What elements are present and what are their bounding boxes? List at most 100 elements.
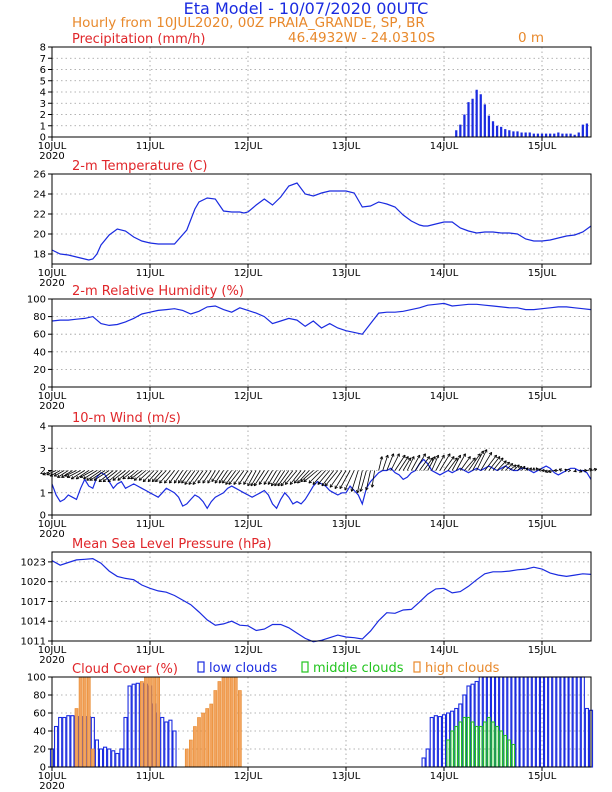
wind-vector-head — [385, 454, 389, 458]
cloud-bar-low-clouds — [131, 683, 136, 768]
figure-subtitle: Hourly from 10JUL2020, 00Z PRAIA_GRANDE,… — [72, 15, 425, 31]
wind-vector — [222, 470, 232, 484]
x-tick-sublabel: 2020 — [39, 401, 64, 412]
x-tick-label: 12JUL — [234, 519, 263, 530]
wind-vector-head — [553, 468, 557, 471]
wind-vector-shaft — [243, 470, 253, 485]
wind-vector-head — [164, 480, 166, 484]
x-tick-label: 11JUL — [136, 391, 165, 402]
wind-vector-head — [402, 454, 406, 457]
wind-vector-shaft — [334, 470, 347, 489]
location-coordinates: 46.4932W - 24.0310S — [288, 30, 435, 46]
wind-vector-head — [522, 465, 526, 468]
x-tick-label: 12JUL — [234, 268, 263, 279]
wind-vector-head — [548, 471, 552, 474]
wind-vector-shaft — [480, 452, 493, 471]
wind-vector — [289, 470, 302, 485]
temp-title: 2-m Temperature (C) — [72, 159, 207, 174]
wind-vector — [496, 460, 507, 471]
wind-vector — [130, 470, 143, 480]
y-tick-label: 0 — [40, 383, 46, 394]
y-tick-label: 6 — [40, 65, 46, 76]
wind-vector — [117, 470, 130, 481]
wind-vector-shaft — [57, 470, 69, 478]
wind-vector-shaft — [214, 470, 224, 484]
wind-vector — [263, 470, 273, 485]
cloud-bar-low-clouds — [535, 676, 540, 768]
wind-vector-shaft — [138, 470, 151, 481]
wind-vector — [439, 453, 451, 471]
wind-vector-head — [594, 468, 598, 472]
wind-vector — [89, 470, 106, 481]
wind-vector-shaft — [356, 470, 363, 493]
cloud-bar-low-clouds — [584, 707, 589, 768]
y-tick-label: 2 — [40, 110, 46, 121]
wind-vector-head — [532, 467, 535, 471]
wind-vector-head — [467, 456, 471, 459]
wind-vector-shaft — [225, 470, 237, 485]
wind-vector — [98, 470, 114, 483]
wind-vector — [250, 470, 261, 487]
cloud-bar-high-clouds — [78, 676, 83, 768]
wind-vector-shaft — [151, 470, 163, 482]
cloud-bar-low-clouds — [54, 725, 59, 768]
wind-vector-head — [267, 482, 271, 485]
cloud-bar-low-clouds — [135, 682, 140, 768]
wind-vector — [582, 468, 588, 473]
wind-vector — [356, 470, 363, 494]
cloud-bar-low-clouds — [119, 748, 124, 768]
wind-vector — [151, 470, 163, 483]
wind-vector-head — [138, 477, 141, 481]
wind-vector-shaft — [431, 454, 439, 471]
wind-vector-head — [584, 470, 588, 473]
wind-vector-head — [411, 456, 415, 459]
x-tick-label: 15JUL — [528, 645, 557, 656]
wind-vector — [460, 456, 471, 471]
x-tick-label: 14JUL — [430, 519, 459, 530]
y-tick-label: 24 — [33, 190, 46, 201]
cloud-bar-high-clouds — [197, 717, 201, 768]
wind-vector-head — [93, 477, 96, 481]
wind-vector — [57, 470, 69, 478]
wind-vector — [202, 470, 212, 484]
wind-vector-head — [474, 457, 476, 461]
wind-vector — [443, 456, 455, 471]
wind-vector — [378, 456, 384, 471]
wind-vector — [359, 470, 367, 492]
wind-vector-shaft — [75, 470, 89, 480]
wind-vector-shaft — [351, 470, 359, 492]
wind-vector-head — [451, 456, 455, 459]
x-tick-label: 12JUL — [234, 391, 263, 402]
wind-vector-shaft — [521, 466, 526, 471]
wind-vector-head — [553, 470, 557, 473]
wind-vector-head — [107, 478, 110, 482]
cloud-bar-high-clouds — [189, 739, 193, 768]
wind-vector-head — [46, 472, 49, 475]
wind-vector-shaft — [159, 470, 171, 484]
cloud-bar-middle-clouds — [446, 739, 450, 768]
wind-vector — [133, 470, 147, 481]
wind-vector-shaft — [415, 453, 426, 471]
wind-vector-head — [147, 480, 152, 483]
y-tick-label: 1020 — [21, 577, 46, 588]
wind-vector — [476, 449, 488, 471]
wind-vector-shaft — [71, 470, 85, 480]
x-tick-label: 10JUL — [38, 141, 67, 152]
wind-vector-head — [520, 466, 523, 470]
wind-vector-head — [321, 484, 325, 487]
wind-vector-head — [426, 456, 430, 459]
cloud-bar-low-clouds — [544, 676, 549, 768]
wind-vector-head — [159, 480, 161, 484]
wind-vector-shaft — [300, 470, 314, 482]
x-tick-sublabel: 2020 — [39, 781, 64, 792]
wind-vector — [159, 470, 171, 484]
wind-vector — [142, 470, 155, 483]
wind-vector-head — [329, 485, 334, 488]
rh-title: 2-m Relative Humidity (%) — [72, 284, 244, 299]
wind-vector-head — [359, 488, 361, 492]
cloud-bar-low-clouds — [580, 676, 585, 768]
cloud-bar-low-clouds — [168, 719, 173, 768]
wind-vector-shaft — [117, 470, 130, 481]
cloud-bar-low-clouds — [111, 750, 116, 768]
wind-vector — [86, 470, 102, 481]
